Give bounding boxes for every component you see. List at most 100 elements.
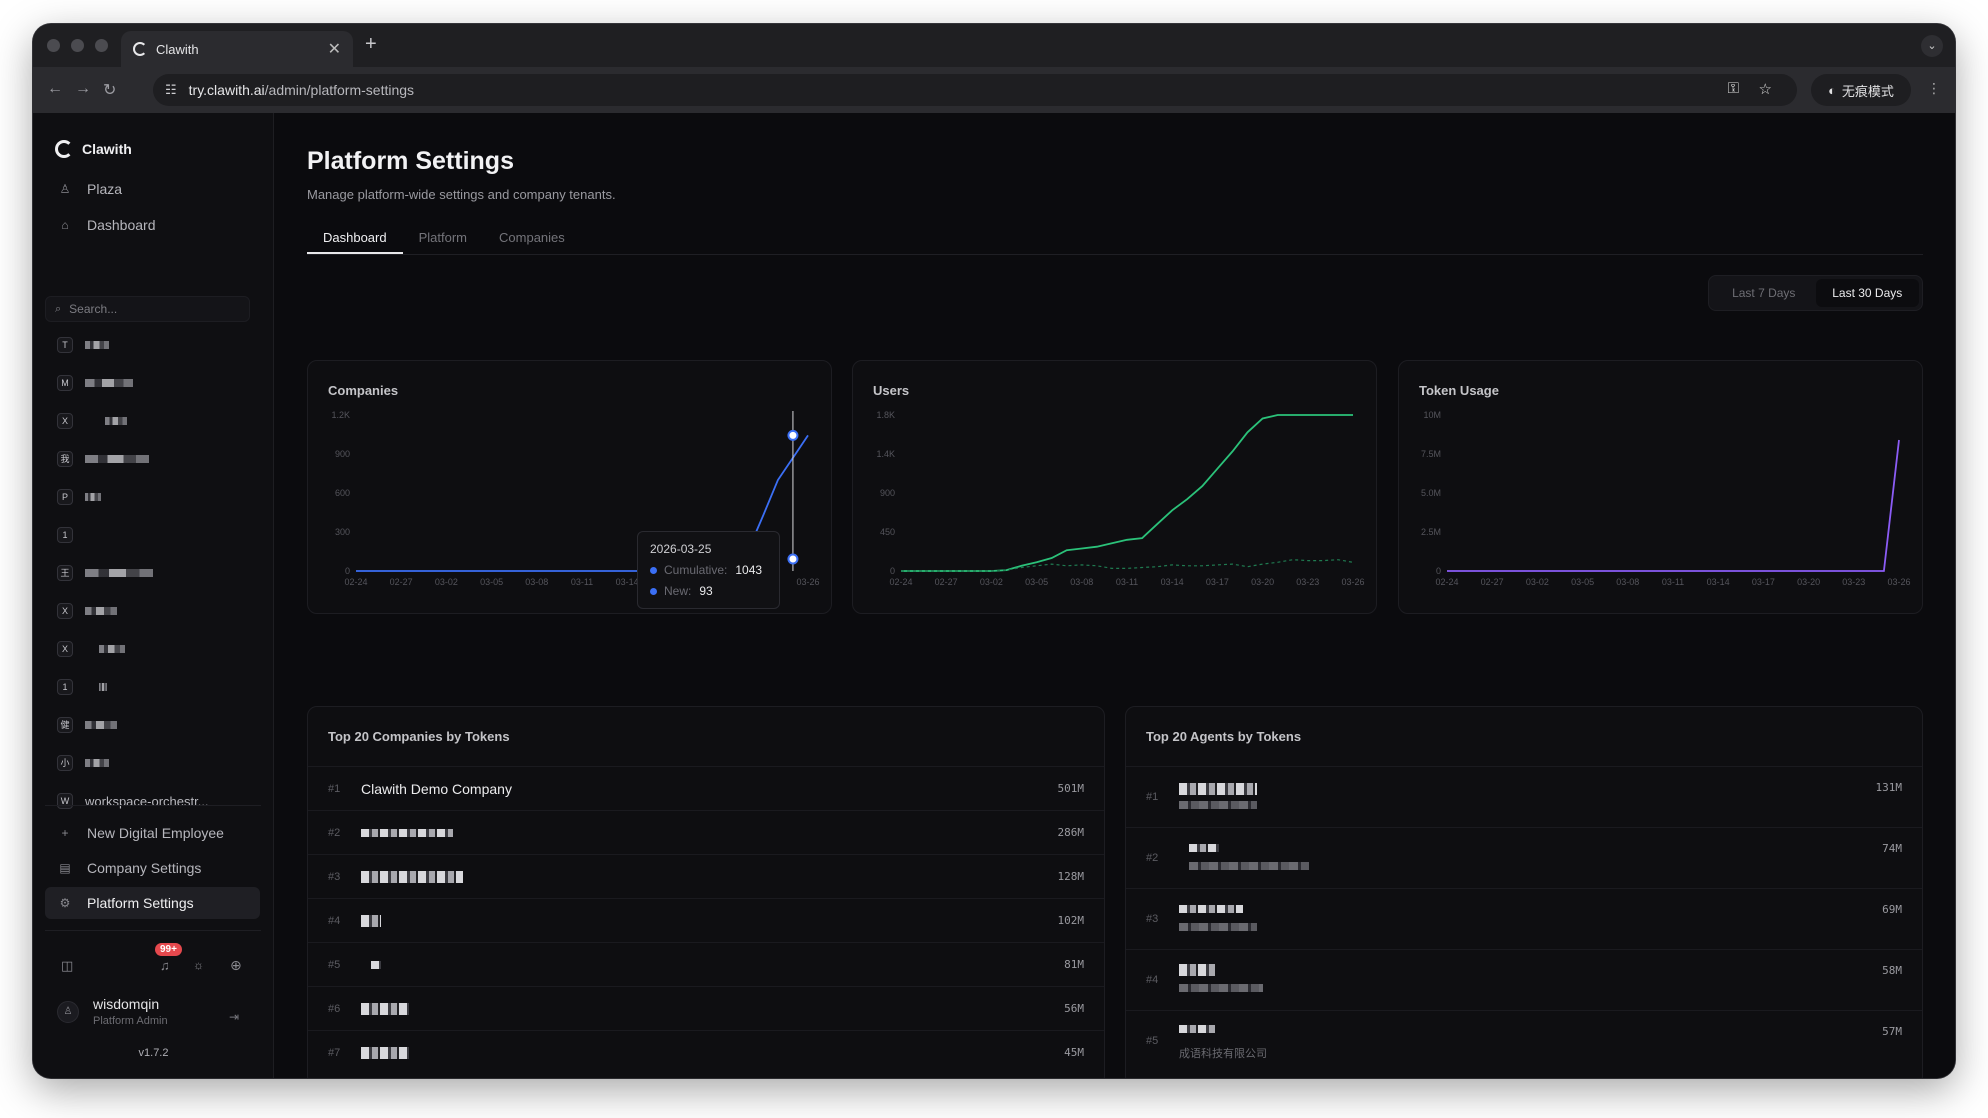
agent-company: 成语科技有限公司 xyxy=(1179,1048,1267,1060)
window-controls[interactable] xyxy=(47,39,108,52)
table-row[interactable]: #7 45M xyxy=(308,1030,1104,1074)
key-icon[interactable]: ⚿ xyxy=(1727,80,1739,97)
table-row[interactable]: #2 286M xyxy=(308,810,1104,854)
site-settings-icon[interactable]: ☷ xyxy=(165,82,177,97)
agent-avatar: T xyxy=(57,337,73,353)
language-globe-icon[interactable]: ⊕ xyxy=(230,957,242,973)
browser-tab[interactable]: Clawith ✕ xyxy=(121,31,353,67)
company-name: Clawith Demo Company xyxy=(361,780,512,797)
series-line xyxy=(901,414,1353,572)
agent-name-redacted xyxy=(85,759,109,767)
agent-avatar: 我 xyxy=(57,451,73,467)
nav-platform-settings[interactable]: ⚙ Platform Settings xyxy=(45,887,260,919)
user-profile[interactable]: ♙ wisdomqin Platform Admin xyxy=(57,996,168,1027)
x-tick-label: 03-26 xyxy=(1887,577,1910,587)
nav-company-settings[interactable]: ▤ Company Settings xyxy=(45,852,260,884)
table-row[interactable]: #2 74M xyxy=(1126,827,1922,888)
agent-item[interactable]: M xyxy=(57,373,133,393)
tooltip-new-value: 93 xyxy=(699,584,713,598)
agent-search-input[interactable]: ⌕ Search... xyxy=(45,296,250,322)
x-tick-label: 03-17 xyxy=(1752,577,1775,587)
bell-icon[interactable]: ♫ xyxy=(160,958,170,973)
y-tick-label: 450 xyxy=(880,527,895,537)
agent-item[interactable]: X xyxy=(57,601,117,621)
agent-avatar: M xyxy=(57,375,73,391)
person-icon: ♙ xyxy=(59,182,71,196)
table-row[interactable]: #4 102M xyxy=(308,898,1104,942)
incognito-label: 无痕模式 xyxy=(1841,83,1894,99)
agent-item[interactable]: X xyxy=(57,639,125,659)
chart-axis: 0 450 900 1.4K 1.8K 02-24 02-27 03-02 03-05 03-08… xyxy=(876,410,1364,587)
y-tick-label: 300 xyxy=(335,527,350,537)
y-tick-label: 900 xyxy=(880,488,895,498)
new-digital-employee-label: New Digital Employee xyxy=(87,825,224,841)
theme-toggle-icon[interactable]: ☼ xyxy=(193,958,204,972)
back-icon[interactable]: ← xyxy=(47,80,63,97)
nav-plaza[interactable]: ♙ Plaza xyxy=(45,173,260,205)
users-chart[interactable]: 0 450 900 1.4K 1.8K 02-24 02-27 03-02 03-05 03-08… xyxy=(853,361,1377,614)
url-path: /admin/platform-settings xyxy=(264,82,415,98)
table-row[interactable]: #1 131M xyxy=(1126,766,1922,827)
logout-icon[interactable]: ⇥ xyxy=(229,1010,240,1024)
agent-item[interactable]: 1 xyxy=(57,525,85,545)
range-7-days[interactable]: Last 7 Days xyxy=(1732,286,1796,300)
hover-point-cumulative xyxy=(787,429,799,441)
table-row[interactable]: #4 58M xyxy=(1126,949,1922,1010)
agent-name-redacted xyxy=(1189,844,1219,852)
range-30-days[interactable]: Last 30 Days xyxy=(1815,279,1919,307)
x-tick-label: 03-14 xyxy=(1161,577,1184,587)
close-tab-icon[interactable]: ✕ xyxy=(327,41,341,58)
new-tab-icon[interactable]: + xyxy=(365,33,377,55)
tab-platform[interactable]: Platform xyxy=(418,230,468,245)
agent-item[interactable]: 王 xyxy=(57,563,153,583)
reload-icon[interactable]: ↻ xyxy=(103,82,117,99)
agent-item[interactable]: T xyxy=(57,335,109,355)
tab-search-chevron-icon[interactable]: ⌄ xyxy=(1921,35,1943,57)
agent-avatar: X xyxy=(57,413,73,429)
table-row[interactable]: #6 56M xyxy=(308,986,1104,1030)
new-digital-employee-button[interactable]: + New Digital Employee xyxy=(45,817,260,849)
rank: #4 xyxy=(1146,974,1159,986)
browser-window: Clawith ✕ + ⌄ ← → ↻ ☷ try.clawith.ai/adm… xyxy=(33,24,1955,1078)
agent-name-redacted xyxy=(1179,964,1215,976)
table-row[interactable]: #5 成语科技有限公司 57M xyxy=(1126,1010,1922,1071)
agent-item[interactable]: 小 xyxy=(57,753,109,773)
rank: #2 xyxy=(328,826,341,839)
incognito-indicator[interactable]: ◐ 无痕模式 xyxy=(1811,74,1911,106)
agent-item[interactable]: 1 xyxy=(57,677,107,697)
address-bar[interactable]: ☷ try.clawith.ai/admin/platform-settings… xyxy=(153,74,1797,106)
table-row[interactable]: #1 Clawith Demo Company 501M xyxy=(308,766,1104,810)
agent-name-redacted xyxy=(99,645,125,653)
table-row[interactable]: #3 69M xyxy=(1126,888,1922,949)
collapse-sidebar-icon[interactable]: ◫ xyxy=(61,958,74,973)
tab-dashboard[interactable]: Dashboard xyxy=(307,220,403,254)
app-root: Clawith ♙ Plaza ⌂ Dashboard ⌕ Search... … xyxy=(33,113,1955,1078)
incognito-icon: ◐ xyxy=(1828,82,1836,98)
agent-item[interactable]: P xyxy=(57,487,101,507)
top-agents-title: Top 20 Agents by Tokens xyxy=(1146,729,1302,744)
agent-item[interactable]: 健 xyxy=(57,715,117,735)
x-tick-label: 02-24 xyxy=(1435,577,1458,587)
agent-avatar: 1 xyxy=(57,527,73,543)
table-row[interactable]: #5 81M xyxy=(308,942,1104,986)
rank: #1 xyxy=(328,782,341,795)
agent-name-redacted xyxy=(85,341,109,349)
nav-dashboard[interactable]: ⌂ Dashboard xyxy=(45,209,260,241)
bookmark-star-icon[interactable]: ☆ xyxy=(1758,81,1772,98)
agent-company-redacted xyxy=(1179,984,1263,992)
search-placeholder: Search... xyxy=(69,302,118,316)
agent-item[interactable]: 我 xyxy=(57,449,149,469)
agent-item[interactable]: X xyxy=(57,411,127,431)
x-tick-label: 03-02 xyxy=(435,577,458,587)
table-row[interactable]: #3 128M xyxy=(308,854,1104,898)
agent-name-redacted xyxy=(105,417,127,425)
browser-menu-icon[interactable]: ⋮ xyxy=(1927,80,1941,96)
x-tick-label: 03-23 xyxy=(1842,577,1865,587)
brand[interactable]: Clawith xyxy=(55,140,132,158)
top-companies-card: Top 20 Companies by Tokens #1 Clawith Dem… xyxy=(307,706,1105,1078)
tab-companies[interactable]: Companies xyxy=(499,230,565,245)
rank: #4 xyxy=(328,914,341,927)
forward-icon[interactable]: → xyxy=(75,80,91,97)
token-usage-chart[interactable]: 0 2.5M 5.0M 7.5M 10M 02-24 02-27 03-02 03-05 03-0… xyxy=(1399,361,1923,614)
